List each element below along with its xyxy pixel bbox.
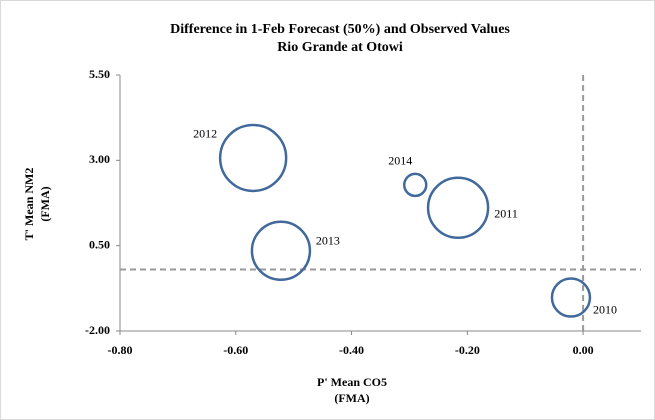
bubble-label: 2011 (494, 207, 518, 221)
bubble-label: 2012 (193, 127, 217, 141)
bubble (550, 277, 592, 318)
x-axis-subtitle: (FMA) (334, 391, 369, 405)
bubble (402, 172, 428, 198)
bubble-label: 2010 (593, 302, 617, 316)
chart-subtitle: Rio Grande at Otowi (277, 40, 403, 55)
y-tick-label: -2.00 (85, 323, 110, 337)
y-tick-label: 3.00 (89, 152, 110, 166)
x-tick-label: 0.00 (573, 343, 594, 357)
x-tick-label: -0.40 (339, 343, 364, 357)
bubble (250, 220, 312, 282)
bubble-label: 2014 (388, 154, 412, 168)
chart-title: Difference in 1-Feb Forecast (50%) and O… (170, 22, 510, 37)
y-tick-label: 5.50 (89, 67, 110, 81)
y-axis-subtitle: (FMA) (38, 186, 52, 221)
y-tick-label: 0.50 (89, 237, 110, 251)
x-tick-label: -0.20 (455, 343, 480, 357)
bubble (218, 123, 288, 193)
y-axis-title: T' Mean NM2 (22, 168, 36, 241)
bubble (426, 176, 490, 240)
x-axis-title: P' Mean CO5 (317, 375, 387, 389)
bubble-label: 2013 (316, 234, 340, 248)
x-tick-label: -0.60 (223, 343, 248, 357)
x-tick-label: -0.80 (108, 343, 133, 357)
